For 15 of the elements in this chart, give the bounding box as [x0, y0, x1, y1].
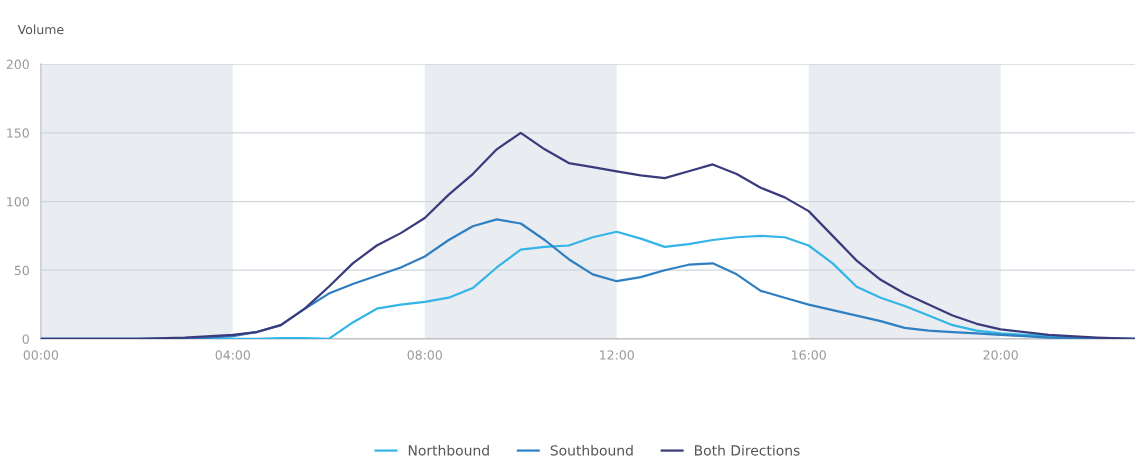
x-tick-label: 00:00	[23, 350, 59, 360]
x-tick-label: 12:00	[600, 350, 634, 360]
y-tick-label: 150	[7, 128, 29, 138]
x-tick-label: 16:00	[792, 350, 826, 360]
legend-label: Southbound	[550, 444, 633, 456]
y-tick-label: 100	[7, 196, 29, 207]
y-tick-label: 50	[14, 265, 29, 276]
x-tick-label: 20:00	[983, 350, 1018, 360]
y-tick-label: 0	[22, 334, 29, 344]
y-tick-label: 200	[6, 59, 29, 70]
legend-label: Both Directions	[695, 444, 800, 456]
x-tick-label: 08:00	[407, 350, 442, 360]
y-axis-title: Volume	[17, 24, 64, 35]
legend-label: Northbound	[408, 444, 489, 456]
x-tick-label: 04:00	[215, 350, 250, 360]
